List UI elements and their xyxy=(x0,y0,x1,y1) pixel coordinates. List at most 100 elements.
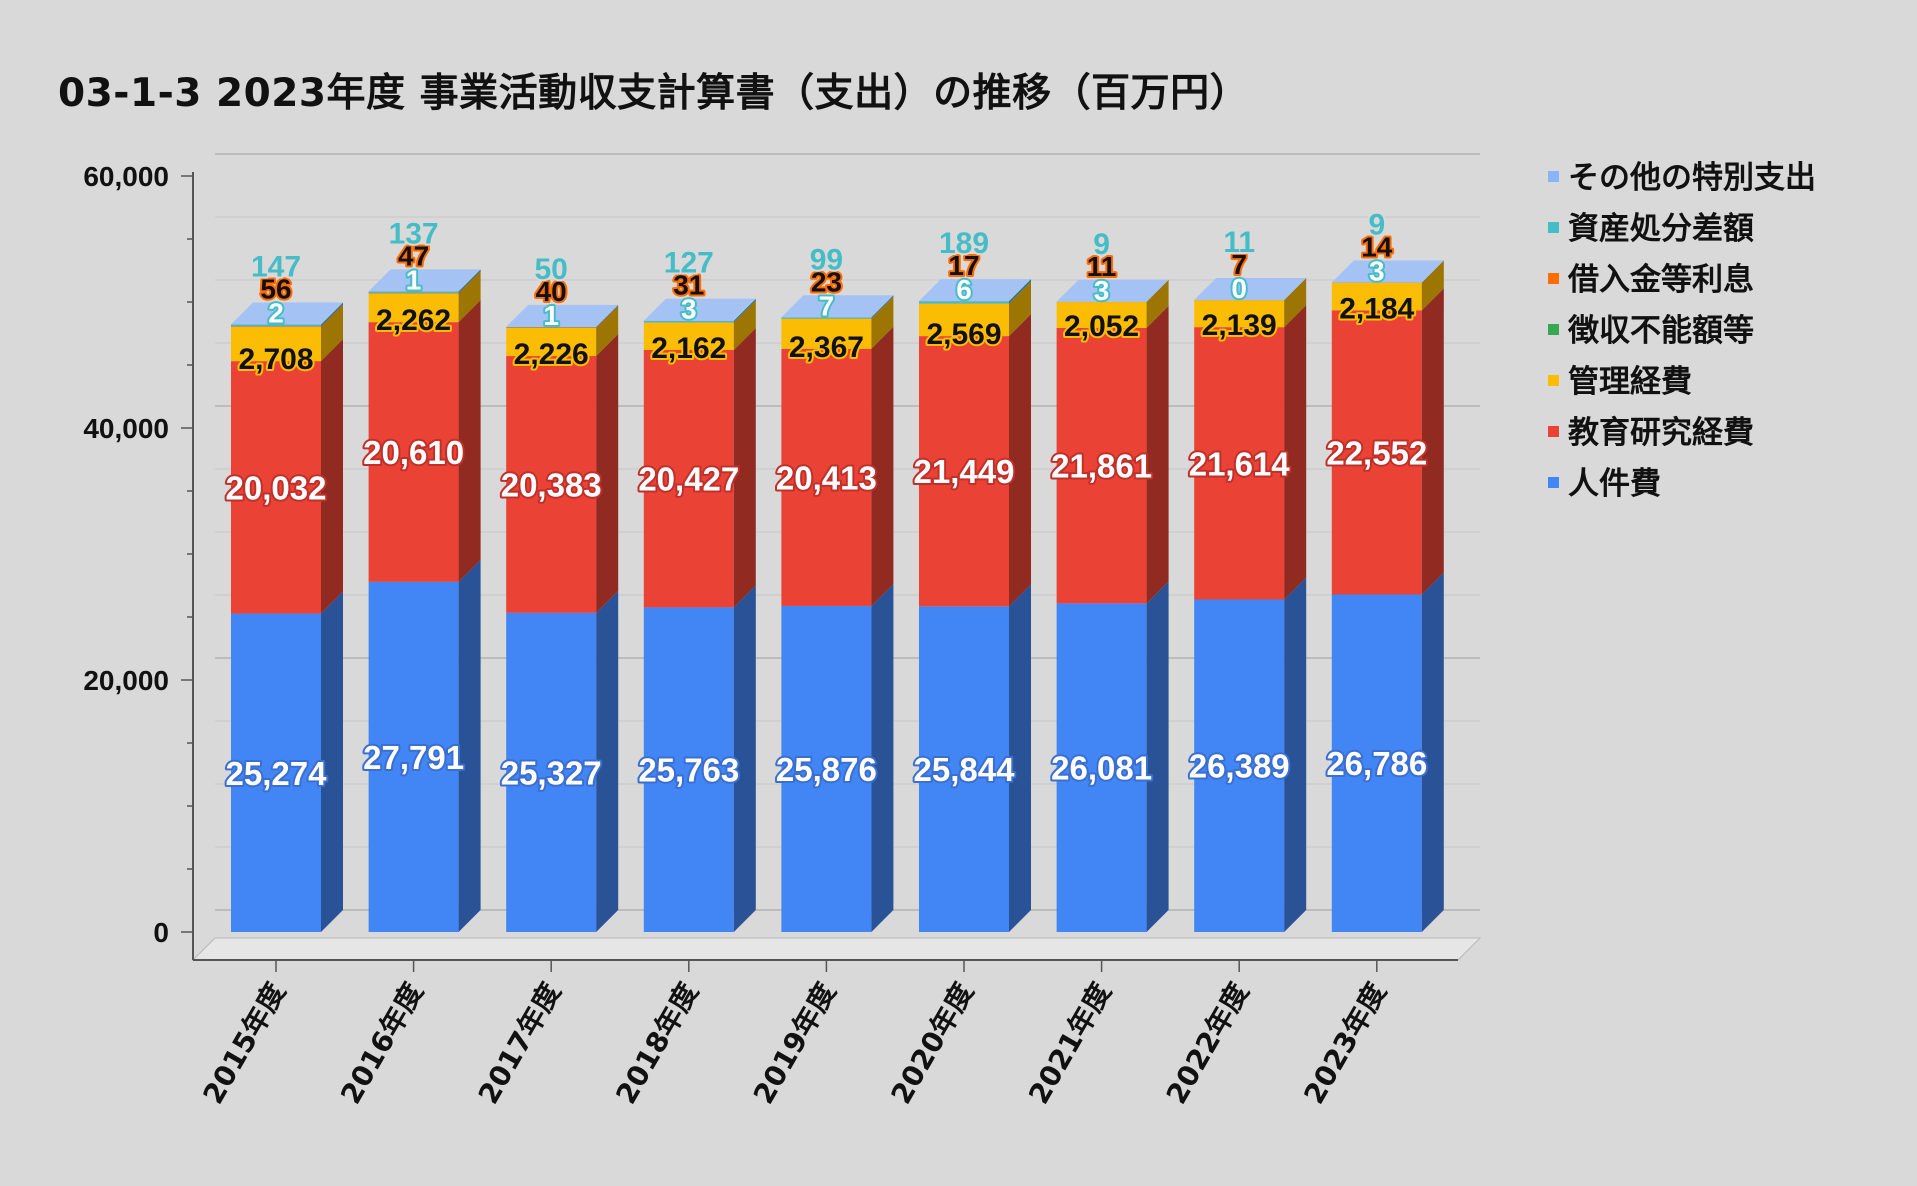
bar-top-face xyxy=(1056,279,1169,302)
bar-segment xyxy=(368,581,459,932)
legend-swatch xyxy=(1548,426,1559,437)
bar-segment xyxy=(643,320,734,323)
data-label-personnel: 26,081 xyxy=(1051,750,1152,787)
bar-segment-side xyxy=(1421,260,1444,283)
bar-segment-side xyxy=(596,590,619,932)
bar-top-face xyxy=(1331,260,1444,283)
bar-segment xyxy=(919,301,1009,304)
bar-segment-side xyxy=(596,305,619,329)
data-label-uncollectible: 1 xyxy=(543,300,559,331)
data-label-uncollectible: 0 xyxy=(1231,273,1247,304)
data-label-admin: 2,226 xyxy=(514,338,589,371)
bar-segment xyxy=(1331,594,1422,932)
bar-segment-side xyxy=(321,305,343,362)
y-tick-label: 20,000 xyxy=(83,665,169,696)
x-tick-label: 2016年度 xyxy=(334,977,430,1109)
bar-segment xyxy=(781,318,872,349)
bar-segment xyxy=(506,356,597,613)
data-label-uncollectible: 7 xyxy=(819,290,835,321)
data-label-admin: 2,139 xyxy=(1202,309,1277,342)
legend-label: 管理経費 xyxy=(1568,364,1692,400)
bar-segment-side xyxy=(1009,281,1031,304)
bar-segment xyxy=(1331,282,1422,311)
bar-segment xyxy=(1056,603,1147,932)
legend-label: 人件費 xyxy=(1568,466,1661,502)
data-label-admin: 2,162 xyxy=(651,332,726,365)
y-tick-label: 60,000 xyxy=(83,161,169,192)
bar-segment xyxy=(231,324,321,327)
bar-segment xyxy=(919,606,1009,932)
data-label-personnel: 27,791 xyxy=(363,739,464,776)
bar-segment-side xyxy=(1284,305,1307,600)
bar-segment xyxy=(1194,327,1285,600)
legend-swatch xyxy=(1548,477,1559,488)
data-label-asset-disposal: 147 xyxy=(251,250,301,283)
x-tick-label: 2022年度 xyxy=(1160,977,1256,1109)
bar-segment xyxy=(919,303,1009,337)
bar-segment-side xyxy=(1421,260,1444,283)
bar-segment-side xyxy=(321,304,343,328)
bar-segment-side xyxy=(458,271,481,294)
bar-segment-side xyxy=(1146,280,1169,328)
bar-segment-side xyxy=(733,328,756,608)
bar-segment-side xyxy=(1009,281,1031,304)
data-label-interest: 40 xyxy=(536,276,567,307)
legend-label: 資産処分差額 xyxy=(1568,211,1754,247)
data-label-interest: 7 xyxy=(1231,249,1247,280)
bar-segment-side xyxy=(1009,314,1031,607)
bar-segment-side xyxy=(1146,581,1169,932)
data-label-education: 22,552 xyxy=(1326,434,1427,471)
data-label-asset-disposal: 189 xyxy=(939,227,989,260)
data-label-asset-disposal: 9 xyxy=(1093,228,1110,261)
legend-label: 教育研究経費 xyxy=(1568,415,1754,451)
bar-segment xyxy=(231,326,321,327)
bar-segment-side xyxy=(321,339,343,614)
data-label-education: 20,427 xyxy=(638,461,739,498)
data-label-uncollectible: 3 xyxy=(1094,275,1110,306)
legend-swatch xyxy=(1548,324,1559,335)
bar-segment xyxy=(1331,310,1422,595)
bar-segment-side xyxy=(1284,277,1307,301)
bar-segment-side xyxy=(871,296,894,319)
data-label-asset-disposal: 137 xyxy=(389,217,439,250)
data-label-education: 21,614 xyxy=(1189,445,1291,482)
bar-segment-side xyxy=(458,271,481,294)
data-label-admin: 2,367 xyxy=(789,331,864,364)
x-tick-label: 2018年度 xyxy=(609,977,705,1109)
bar-segment xyxy=(1194,599,1285,932)
bar-segment-side xyxy=(458,269,481,294)
data-label-admin: 2,569 xyxy=(926,318,1001,351)
data-label-interest: 23 xyxy=(811,266,842,297)
bar-top-face xyxy=(506,304,619,327)
data-label-education: 21,861 xyxy=(1051,448,1152,485)
bar-segment-side xyxy=(1421,572,1444,932)
bar-top-face xyxy=(231,302,343,325)
data-label-personnel: 25,274 xyxy=(226,755,328,792)
bar-segment xyxy=(368,293,459,294)
legend-swatch xyxy=(1548,171,1559,182)
data-label-uncollectible: 3 xyxy=(681,294,697,325)
bar-segment-side xyxy=(733,300,756,323)
bar-segment-side xyxy=(871,296,894,349)
data-label-asset-disposal: 50 xyxy=(535,253,568,286)
data-label-interest: 14 xyxy=(1361,231,1393,262)
legend-label: 徴収不能額等 xyxy=(1567,313,1754,349)
bar-segment-side xyxy=(1009,584,1031,932)
bar-segment-side xyxy=(733,300,756,323)
bar-segment-side xyxy=(1009,281,1031,337)
bar-segment xyxy=(231,327,321,362)
data-label-education: 20,032 xyxy=(226,469,327,506)
bar-segment-side xyxy=(1284,577,1307,932)
data-label-interest: 31 xyxy=(673,270,704,301)
bar-segment xyxy=(368,291,459,294)
legend-swatch xyxy=(1548,273,1559,284)
bar-segment-side xyxy=(596,304,619,328)
data-label-education: 20,383 xyxy=(501,466,602,503)
data-label-personnel: 26,389 xyxy=(1189,748,1290,785)
data-label-admin: 2,262 xyxy=(376,304,451,337)
bar-segment-side xyxy=(871,296,894,319)
bar-segment-side xyxy=(733,585,756,932)
bar-segment-side xyxy=(871,295,894,319)
bar-segment-side xyxy=(596,306,619,357)
bar-segment-side xyxy=(321,302,343,327)
